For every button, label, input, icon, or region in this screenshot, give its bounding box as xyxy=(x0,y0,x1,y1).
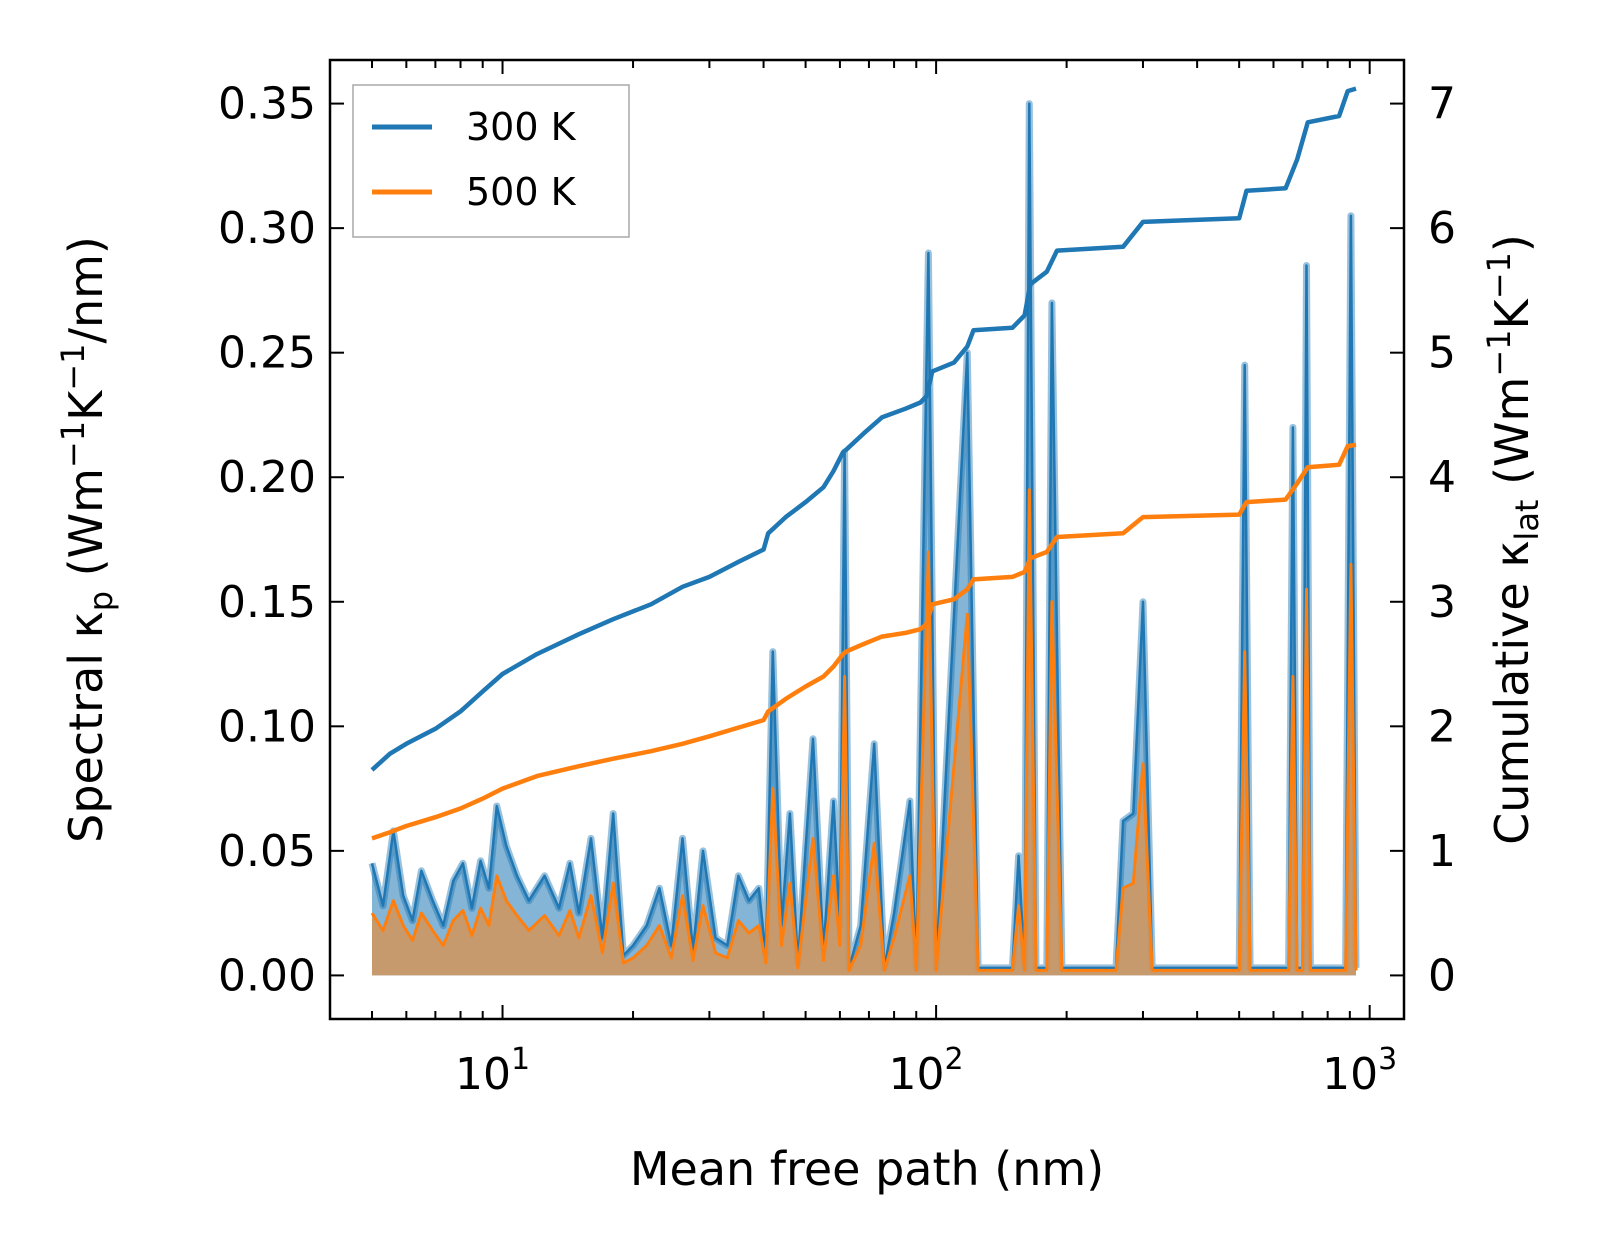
cumulative-300k-line xyxy=(370,86,1357,772)
cumulative-500k-line xyxy=(371,442,1357,841)
legend-box xyxy=(352,84,630,238)
axes xyxy=(328,58,1406,1021)
y-left-tick-label: 0.05 xyxy=(218,826,316,877)
y-right-tick-label: 0 xyxy=(1428,950,1456,1001)
spectral-500k-line xyxy=(370,488,1358,972)
x-tick-label: 102 xyxy=(889,1042,964,1100)
y-left-tick-label: 0.30 xyxy=(218,203,316,254)
y-left-tick-label: 0.25 xyxy=(218,328,316,379)
y-right-tick-label: 2 xyxy=(1428,701,1456,752)
y-right-axis-title: Cumulative κlat (Wm−1K−1) xyxy=(1480,234,1546,845)
y-left-tick-label: 0.00 xyxy=(218,950,316,1001)
legend: 300 K 500 K xyxy=(352,84,630,238)
y-left-axis-title: Spectral κp (Wm−1K−1/nm) xyxy=(54,236,120,843)
x-axis-title: Mean free path (nm) xyxy=(630,1142,1104,1196)
legend-label-300k: 300 K xyxy=(466,105,577,149)
y-left-tick-label: 0.15 xyxy=(218,577,316,628)
y-right-tick-label: 3 xyxy=(1428,577,1456,628)
y-left-tick-label: 0.35 xyxy=(218,79,316,130)
y-right-tick-label: 5 xyxy=(1428,328,1456,379)
y-right-tick-label: 7 xyxy=(1428,79,1456,130)
y-left-tick-label: 0.10 xyxy=(218,701,316,752)
y-right-tick-label: 4 xyxy=(1428,452,1456,503)
y-right-tick-label: 1 xyxy=(1428,826,1456,877)
x-tick-label: 101 xyxy=(455,1042,530,1100)
y-right-tick-label: 6 xyxy=(1428,203,1456,254)
plot-frame xyxy=(328,58,1406,1021)
y-left-tick-label: 0.20 xyxy=(218,452,316,503)
axis-labels: 101 102 1030.000.050.100.150.200.250.300.3… xyxy=(54,79,1546,1196)
plot-area xyxy=(368,86,1360,976)
x-tick-label: 103 xyxy=(1322,1042,1397,1100)
legend-label-500k: 500 K xyxy=(466,170,577,214)
